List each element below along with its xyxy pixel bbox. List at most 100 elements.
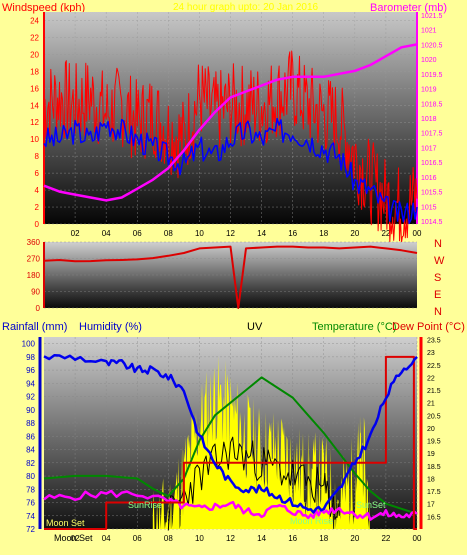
temperature-tick-label: 19 (427, 451, 435, 458)
temperature-tick-label: 20 (427, 426, 435, 433)
temperature-tick-label: 22 (427, 375, 435, 382)
solar-series (167, 436, 340, 531)
temperature-tick-label: 22.5 (427, 363, 441, 370)
baro-tick-label: 1019 (421, 87, 437, 94)
moon-rise-label: Moon Rise (290, 516, 333, 526)
temperature-tick-label: 17 (427, 502, 435, 509)
temperature-tick-label: 20.5 (427, 413, 441, 420)
direction-tick-label: 90 (31, 288, 40, 297)
direction-tick-label: 270 (27, 255, 41, 264)
sunrise-label: SunRise (128, 500, 162, 510)
wind-tick-label: 6 (35, 169, 40, 178)
direction-tick-label: 360 (27, 238, 41, 247)
wind-tick-label: 20 (30, 50, 39, 59)
time-tick-label: 22 (381, 229, 390, 238)
humidity-tick-label: 92 (26, 393, 35, 402)
time-tick-label: 14 (257, 229, 266, 238)
humidity-tick-label: 76 (26, 499, 35, 508)
time-tick-label: 12 (226, 534, 235, 543)
time-tick-label: 14 (257, 534, 266, 543)
humidity-tick-label: 86 (26, 432, 35, 441)
time-tick-label: 10 (195, 229, 204, 238)
baro-tick-label: 1014.5 (421, 219, 443, 226)
temperature-tick-label: 19.5 (427, 439, 441, 446)
windspeed-axis-label: Windspeed (kph) (2, 2, 85, 14)
time-tick-label: 00 (413, 229, 422, 238)
baro-tick-label: 1018 (421, 116, 437, 123)
rainfall-axis-label: Rainfall (mm) (2, 321, 67, 333)
humidity-tick-label: 72 (26, 525, 35, 534)
temperature-tick-label: 23.5 (427, 338, 441, 345)
compass-label: S (434, 272, 441, 284)
wind-tick-label: 14 (30, 101, 39, 110)
wind-tick-label: 2 (35, 203, 40, 212)
time-tick-label: 12 (226, 229, 235, 238)
time-tick-label: 18 (319, 229, 328, 238)
time-tick-label: 04 (102, 229, 111, 238)
direction-tick-label: 180 (27, 271, 41, 280)
moon-set-label: Moon Set (46, 518, 85, 528)
humidity-chart: 72 74 76 78 80 82 84 86 88 90 92 94 96 98 100 16.5 17 17.… (22, 337, 441, 543)
temperature-tick-label: 18.5 (427, 464, 441, 471)
dewpoint-axis-label: Dew Point (°C) (392, 321, 465, 333)
temperature-tick-label: 23 (427, 350, 435, 357)
compass-label: N (434, 238, 442, 250)
time-tick-label: 16 (288, 229, 297, 238)
humidity-tick-label: 88 (26, 419, 35, 428)
humidity-tick-label: 96 (26, 366, 35, 375)
baro-tick-label: 1016.5 (421, 160, 443, 167)
humidity-tick-label: 74 (26, 512, 35, 521)
direction-tick-label: 0 (36, 304, 41, 313)
humidity-tick-label: 90 (26, 406, 35, 415)
time-tick-label: 08 (164, 534, 173, 543)
time-tick-label: 04 (102, 534, 111, 543)
humidity-tick-label: 80 (26, 472, 35, 481)
graph-title: 24 hour graph upto: 20 Jan 2016 (173, 2, 319, 13)
humidity-series (43, 353, 418, 514)
temperature-tick-label: 21 (427, 401, 435, 408)
baro-tick-label: 1016 (421, 175, 437, 182)
baro-tick-label: 1017 (421, 145, 437, 152)
barometer-series (43, 43, 418, 202)
humidity-tick-label: 84 (26, 446, 35, 455)
compass-label: E (434, 289, 441, 301)
compass-label: N (434, 306, 442, 318)
time-tick-label: 22 (381, 534, 390, 543)
rainfall-series (44, 355, 417, 530)
temperature-tick-label: 17.5 (427, 489, 441, 496)
time-tick-label: 06 (133, 534, 142, 543)
time-tick-label: 16 (288, 534, 297, 543)
time-tick-label: 06 (133, 229, 142, 238)
baro-tick-label: 1020 (421, 57, 437, 64)
time-tick-label: 02 (71, 534, 80, 543)
humidity-axis-label: Humidity (%) (79, 321, 142, 333)
wind-tick-label: 12 (30, 118, 39, 127)
humidity-tick-label: 78 (26, 485, 35, 494)
wind-chart: 0246810121416182022241014.510151015.5101… (30, 12, 443, 243)
time-tick-label: 08 (164, 229, 173, 238)
uv-axis-label: UV (247, 321, 263, 333)
humidity-tick-label: 100 (22, 340, 36, 349)
baro-tick-label: 1021 (421, 28, 437, 35)
time-tick-label: 20 (350, 229, 359, 238)
time-tick-label: 18 (319, 534, 328, 543)
wind-tick-label: 8 (35, 152, 40, 161)
baro-tick-label: 1015.5 (421, 190, 443, 197)
wind-tick-label: 4 (35, 186, 40, 195)
baro-tick-label: 1020.5 (421, 42, 443, 49)
time-tick-label: 10 (195, 534, 204, 543)
temperature-axis-label: Temperature (°C) (312, 321, 396, 333)
baro-tick-label: 1018.5 (421, 101, 443, 108)
barometer-axis-label: Barometer (mb) (370, 2, 447, 14)
wind-tick-label: 24 (30, 16, 39, 25)
time-tick-label: 02 (71, 229, 80, 238)
baro-tick-label: 1017.5 (421, 131, 443, 138)
wind-tick-label: 10 (30, 135, 39, 144)
wind-tick-label: 0 (35, 220, 40, 229)
wind-tick-label: 22 (30, 33, 39, 42)
humidity-tick-label: 98 (26, 353, 35, 362)
baro-tick-label: 1019.5 (421, 72, 443, 79)
baro-tick-label: 1021.5 (421, 13, 443, 20)
